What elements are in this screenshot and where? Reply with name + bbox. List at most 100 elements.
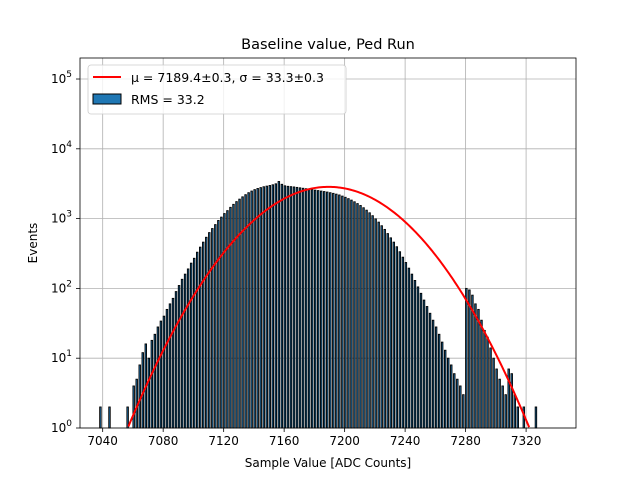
histogram-bar (186, 268, 190, 429)
histogram-bar (371, 215, 374, 429)
histogram-bar (256, 188, 259, 429)
histogram-bar (362, 207, 365, 429)
histogram-bar (259, 187, 262, 429)
histogram-bar (265, 185, 268, 429)
histogram-bar (289, 186, 293, 429)
histogram-bar (465, 287, 468, 429)
histogram-bar (147, 357, 151, 429)
y-tick-label: 105 (51, 70, 72, 86)
histogram-bar (229, 206, 232, 429)
histogram-bar (326, 191, 329, 429)
legend: μ = 7189.4±0.3, σ = 33.3±0.3 RMS = 33.2 (87, 64, 347, 115)
histogram-bar (447, 357, 450, 429)
histogram-bar (329, 192, 332, 429)
histogram-bar (453, 373, 456, 429)
y-tick-label: 101 (51, 349, 72, 365)
plot-frame (79, 57, 577, 429)
histogram-bar (262, 186, 265, 429)
x-axis-label: Sample Value [ADC Counts] (245, 456, 411, 470)
histogram-bar (292, 186, 296, 429)
histogram-bar (208, 232, 211, 429)
histogram-bar (365, 209, 368, 429)
x-tick-label: 7320 (511, 434, 542, 448)
histogram-bar (386, 233, 389, 429)
histogram-bar (450, 364, 453, 429)
histogram-bar (335, 193, 338, 429)
histogram-bar (368, 212, 371, 429)
histogram-bar (474, 303, 477, 429)
histogram-bar (195, 251, 199, 429)
histogram-bar (192, 257, 196, 429)
histogram-bar (223, 213, 226, 429)
legend-histogram-label: RMS = 33.2 (131, 92, 205, 107)
histogram-bar (498, 378, 501, 429)
histogram-bar (283, 185, 287, 429)
histogram-bar (434, 326, 438, 429)
histogram-bar (165, 308, 169, 429)
histogram-bar (404, 262, 408, 429)
histogram-bar (226, 210, 229, 429)
histogram-bar (338, 194, 341, 429)
histogram-bar (168, 303, 172, 429)
histogram-bar (286, 185, 290, 429)
histogram-bar (534, 406, 538, 429)
histogram-bar (356, 203, 359, 429)
histogram-bar (205, 236, 208, 429)
y-axis-ticks: 100 101 102 103 104 105 (51, 70, 80, 435)
histogram-bars (99, 181, 538, 429)
histogram-bar (492, 357, 495, 429)
legend-fit-label: μ = 7189.4±0.3, σ = 33.3±0.3 (131, 70, 324, 85)
histogram-bar (410, 273, 414, 429)
histogram-bar (425, 306, 429, 429)
histogram-bar (250, 190, 253, 429)
histogram-bar (214, 224, 217, 429)
histogram-bar (483, 329, 486, 429)
y-tick-label: 103 (51, 210, 72, 226)
histogram-bar (486, 336, 489, 429)
legend-histogram-swatch (92, 93, 122, 105)
histogram-bar (307, 188, 311, 429)
histogram-bar (253, 189, 256, 429)
x-tick-label: 7040 (87, 434, 118, 448)
histogram-bar (171, 297, 175, 429)
histogram-bar (401, 256, 405, 429)
histogram-bar (162, 315, 166, 429)
chart-title: Baseline value, Ped Run (241, 37, 415, 53)
histogram-bar (398, 251, 402, 429)
legend-box (87, 64, 347, 115)
histogram-bar (177, 285, 181, 429)
histogram-bar (159, 320, 163, 429)
histogram-bar (174, 291, 178, 429)
histogram-bar (316, 190, 320, 429)
histogram-bar (416, 286, 420, 429)
x-axis-ticks: 7040 7080 7120 7160 7200 7240 7280 7320 (87, 428, 541, 448)
histogram-bar (344, 196, 347, 429)
histogram-bar (395, 246, 399, 429)
histogram-bar (313, 189, 317, 429)
histogram-bar (156, 326, 160, 429)
histogram-bar (495, 368, 498, 429)
histogram-bar (440, 341, 444, 429)
histogram-bar (501, 385, 504, 429)
histogram-bar (437, 333, 441, 429)
histogram-bar (353, 201, 356, 429)
histogram-bar (132, 385, 135, 429)
histogram-bar (407, 267, 411, 429)
histogram-bar (516, 406, 519, 429)
histogram-bar (462, 394, 465, 429)
histogram-bar (504, 394, 507, 429)
histogram-bar (211, 228, 214, 429)
histogram-bar (419, 292, 423, 429)
histogram-bar (323, 191, 326, 429)
x-tick-label: 7240 (390, 434, 421, 448)
histogram-bar (232, 203, 235, 429)
histogram-bar (347, 198, 350, 429)
histogram-bar (456, 378, 459, 429)
histogram-bar (199, 246, 202, 429)
histogram-bar (480, 319, 483, 429)
histogram-bar (471, 294, 474, 429)
histogram-bar (350, 199, 353, 429)
histogram-bar (220, 216, 223, 429)
histogram-bar (341, 195, 344, 429)
histogram-bar (374, 218, 377, 429)
